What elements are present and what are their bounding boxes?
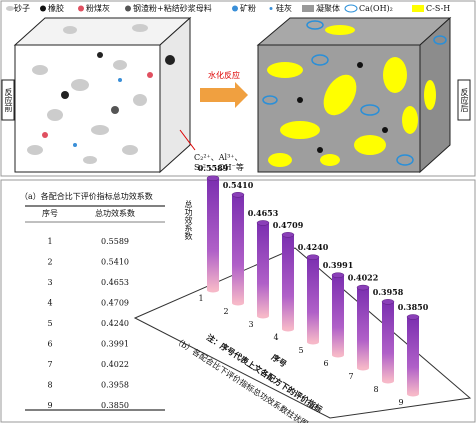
table-cell: 0.4709 <box>101 299 129 308</box>
legend-swatch <box>78 5 84 12</box>
value-label: 0.3991 <box>323 260 354 270</box>
bar <box>332 275 344 355</box>
table-header: 总功效系数 <box>95 208 135 218</box>
legend-label: 粉煤灰 <box>86 3 110 13</box>
bar-top <box>206 175 220 181</box>
legend-swatch <box>125 5 131 12</box>
bar <box>307 257 319 342</box>
bar-top <box>256 220 270 226</box>
bar-top <box>356 284 370 291</box>
legend-label: C-S-H <box>426 4 450 13</box>
bar <box>282 234 294 329</box>
legend-label: 硅灰 <box>276 3 292 13</box>
table-cell: 6 <box>47 340 52 349</box>
ions: S₂²⁻、OH⁻等 <box>194 162 244 172</box>
x-tick-label: 9 <box>398 398 403 407</box>
particles <box>27 24 175 164</box>
table-header: 序号 <box>42 208 58 218</box>
before-label: 反应前 <box>4 87 13 113</box>
legend-swatch <box>269 7 273 10</box>
table-cell: 3 <box>47 278 52 287</box>
bar <box>357 287 369 368</box>
value-label: 0.4709 <box>273 220 304 230</box>
table-cell: 4 <box>47 299 52 308</box>
legend-label: 凝聚体 <box>316 3 340 13</box>
bar-top <box>381 299 395 305</box>
legend-label: 橡胶 <box>48 3 64 13</box>
table-cell: 0.3991 <box>101 340 129 349</box>
after-label: 反应后 <box>460 87 469 113</box>
table-cell: 0.4022 <box>101 360 129 369</box>
legend: 砂子 橡胶 粉煤灰 钢渣粉+粘结砂浆母料 矿粉 硅灰 凝聚体 Ca(OH)₂ C-S-H <box>6 3 450 13</box>
bar <box>207 178 219 290</box>
ion-pointer <box>179 129 196 151</box>
legend-swatch <box>6 6 14 11</box>
bar <box>232 194 244 303</box>
x-tick-label: 5 <box>298 346 303 355</box>
x-tick-label: 6 <box>323 359 328 368</box>
csh <box>267 25 436 167</box>
legend-swatch <box>412 5 424 12</box>
value-label: 0.4653 <box>248 208 279 218</box>
bar <box>407 317 419 394</box>
cube-top <box>13 17 192 46</box>
bar <box>382 301 394 381</box>
table-title: （a）各配合比下评价指标总功效系数 <box>20 191 153 201</box>
bar-top <box>331 272 345 278</box>
table: 序号 总功效系数 1 0.5589 2 0.5410 3 0.4653 4 0.4709 5 0.42… <box>25 205 165 411</box>
table-cell: 0.3850 <box>101 401 129 410</box>
value-label: 0.5410 <box>223 180 254 190</box>
cube-side <box>159 16 191 174</box>
table-cell: 9 <box>47 401 52 410</box>
legend-swatch <box>302 5 314 12</box>
chart: 0.5589 1 0.5410 2 0.4653 3 0.4709 4 0.4240 5 0.399… <box>198 163 429 407</box>
x-tick-label: 3 <box>248 320 253 329</box>
legend-label: 砂子 <box>14 3 30 13</box>
table-cell: 0.3958 <box>101 381 129 390</box>
value-label: 0.5589 <box>198 163 229 173</box>
x-tick-label: 2 <box>223 307 228 316</box>
table-cell: 1 <box>47 237 52 246</box>
bar-top <box>406 314 420 320</box>
ions: C₂²⁺、Al³⁺、 <box>194 153 243 162</box>
value-label: 0.4022 <box>348 273 379 283</box>
bar-top <box>281 232 295 238</box>
arrow <box>200 82 248 108</box>
table-cell: 7 <box>47 360 52 369</box>
legend-swatch <box>344 4 358 13</box>
legend-label: 矿粉 <box>240 3 256 13</box>
value-label: 0.4240 <box>298 242 329 252</box>
table-cell: 5 <box>47 319 52 328</box>
y-axis-label: 总功效系数 <box>184 199 193 241</box>
label-box <box>1 79 15 121</box>
x-tick-label: 1 <box>198 294 203 303</box>
bar-top <box>231 192 245 198</box>
table-cell: 0.4653 <box>101 278 129 287</box>
caoh2 <box>262 20 447 166</box>
table-cell: 0.5410 <box>101 258 129 267</box>
table-cell: 8 <box>47 381 52 390</box>
label-box <box>457 79 471 121</box>
x-tick-label: 4 <box>273 333 278 342</box>
legend-swatch <box>232 5 238 12</box>
bar <box>257 222 269 316</box>
legend-swatch <box>40 5 46 12</box>
x-tick-label: 7 <box>348 372 353 381</box>
table-cell: 0.4240 <box>101 319 129 328</box>
x-tick-label: 8 <box>373 385 378 394</box>
value-label: 0.3850 <box>398 302 429 312</box>
legend-label: 钢渣粉+粘结砂浆母料 <box>133 3 212 13</box>
table-cell: 0.5589 <box>101 237 129 246</box>
dots <box>297 62 388 153</box>
value-label: 0.3958 <box>373 287 404 297</box>
legend-label: Ca(OH)₂ <box>359 4 393 13</box>
table-cell: 2 <box>47 258 52 267</box>
arrow-label: 水化反应 <box>208 70 240 80</box>
bar-top <box>306 254 320 260</box>
